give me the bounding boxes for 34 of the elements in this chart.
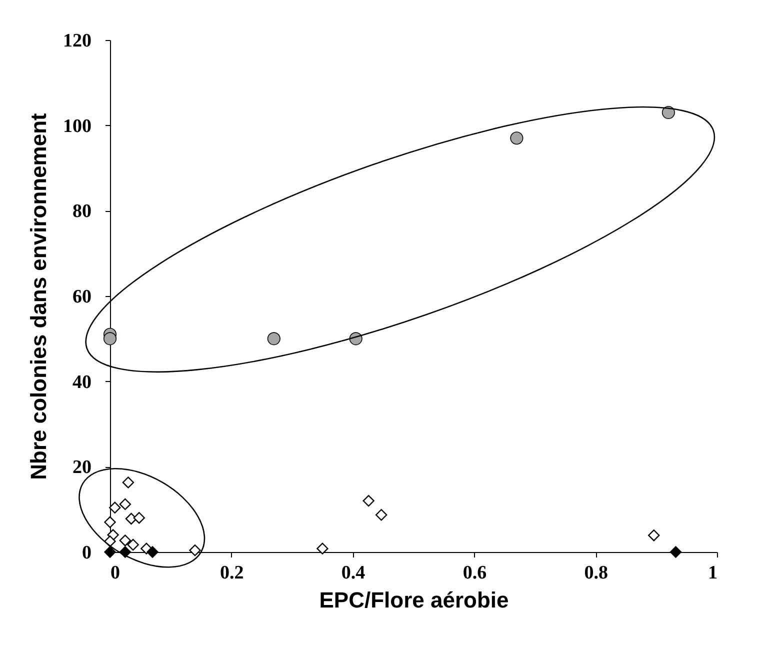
point [109, 502, 121, 514]
x-tick-label: 1 [708, 562, 718, 584]
x-tick-label: 0.8 [584, 562, 608, 584]
x-tick-label: 0.2 [220, 562, 244, 584]
x-tick-label: 0 [110, 562, 120, 584]
point [133, 512, 145, 524]
point [375, 509, 388, 521]
y-tick-label: 20 [72, 457, 92, 478]
point [362, 494, 374, 507]
point [316, 542, 328, 554]
point [189, 544, 201, 556]
point [122, 476, 134, 488]
point [670, 546, 682, 558]
point [119, 534, 132, 546]
y-axis-title: Nbre colonies dans environnement [26, 112, 51, 480]
x-tick-label: 0.6 [462, 562, 487, 584]
point [662, 106, 675, 120]
x-tick-label: 0.4 [341, 562, 366, 584]
y-tick-label: 60 [72, 286, 92, 308]
y-tick-label: 120 [63, 30, 92, 52]
point [119, 498, 132, 510]
point [267, 332, 280, 346]
point [127, 538, 139, 551]
point [103, 332, 117, 346]
point [104, 516, 116, 528]
point [510, 132, 524, 145]
x-axis-title: EPC/Flore aérobie [319, 588, 509, 612]
y-tick-label: 100 [63, 116, 92, 137]
point [648, 530, 660, 542]
y-tick-label: 80 [72, 201, 92, 222]
point [146, 546, 158, 558]
y-tick-label: 0 [82, 542, 92, 564]
y-tick-label: 40 [72, 372, 92, 393]
point [104, 546, 116, 558]
